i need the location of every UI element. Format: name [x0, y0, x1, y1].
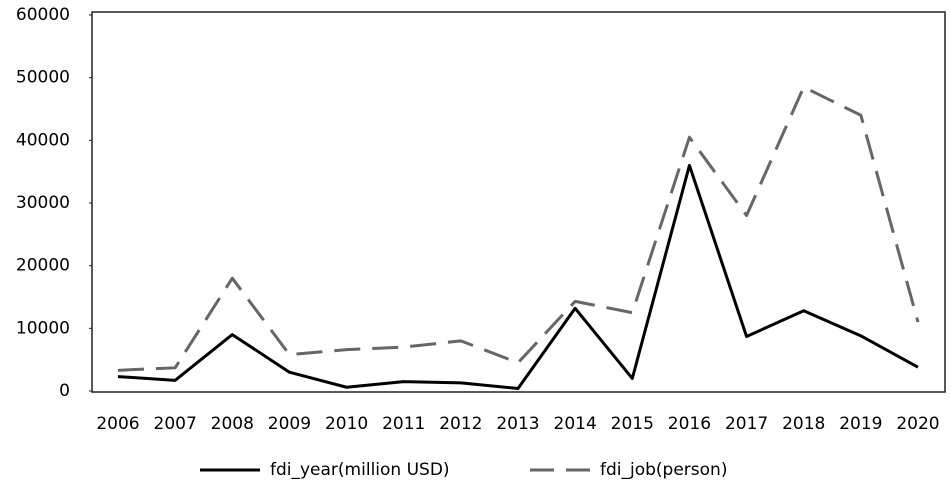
x-tick-label: 2008	[211, 414, 254, 434]
x-tick-label: 2007	[154, 414, 197, 434]
legend-label: fdi_job(person)	[600, 460, 727, 480]
y-tick-label: 20000	[16, 256, 70, 276]
x-tick-label: 2009	[268, 414, 311, 434]
y-tick-label: 0	[59, 381, 70, 401]
x-tick-label: 2006	[96, 414, 139, 434]
x-tick-label: 2018	[782, 414, 825, 434]
series-line	[117, 163, 919, 390]
x-tick-label: 2019	[839, 414, 882, 434]
x-tick-label: 2011	[382, 414, 425, 434]
series-line	[117, 85, 920, 372]
x-tick-label: 2013	[496, 414, 539, 434]
y-tick-label: 50000	[16, 68, 70, 88]
x-tick-label: 2016	[668, 414, 711, 434]
x-tick-label: 2020	[896, 414, 939, 434]
y-tick-label: 40000	[16, 130, 70, 150]
legend-label: fdi_year(million USD)	[270, 460, 450, 480]
x-tick-label: 2015	[611, 414, 654, 434]
y-tick-label: 30000	[16, 193, 70, 213]
y-tick-label: 60000	[16, 5, 70, 25]
x-tick-label: 2012	[439, 414, 482, 434]
plot-frame	[91, 11, 946, 393]
x-tick-label: 2014	[554, 414, 597, 434]
x-tick-label: 2010	[325, 414, 368, 434]
y-tick-label: 10000	[16, 318, 70, 338]
x-tick-label: 2017	[725, 414, 768, 434]
